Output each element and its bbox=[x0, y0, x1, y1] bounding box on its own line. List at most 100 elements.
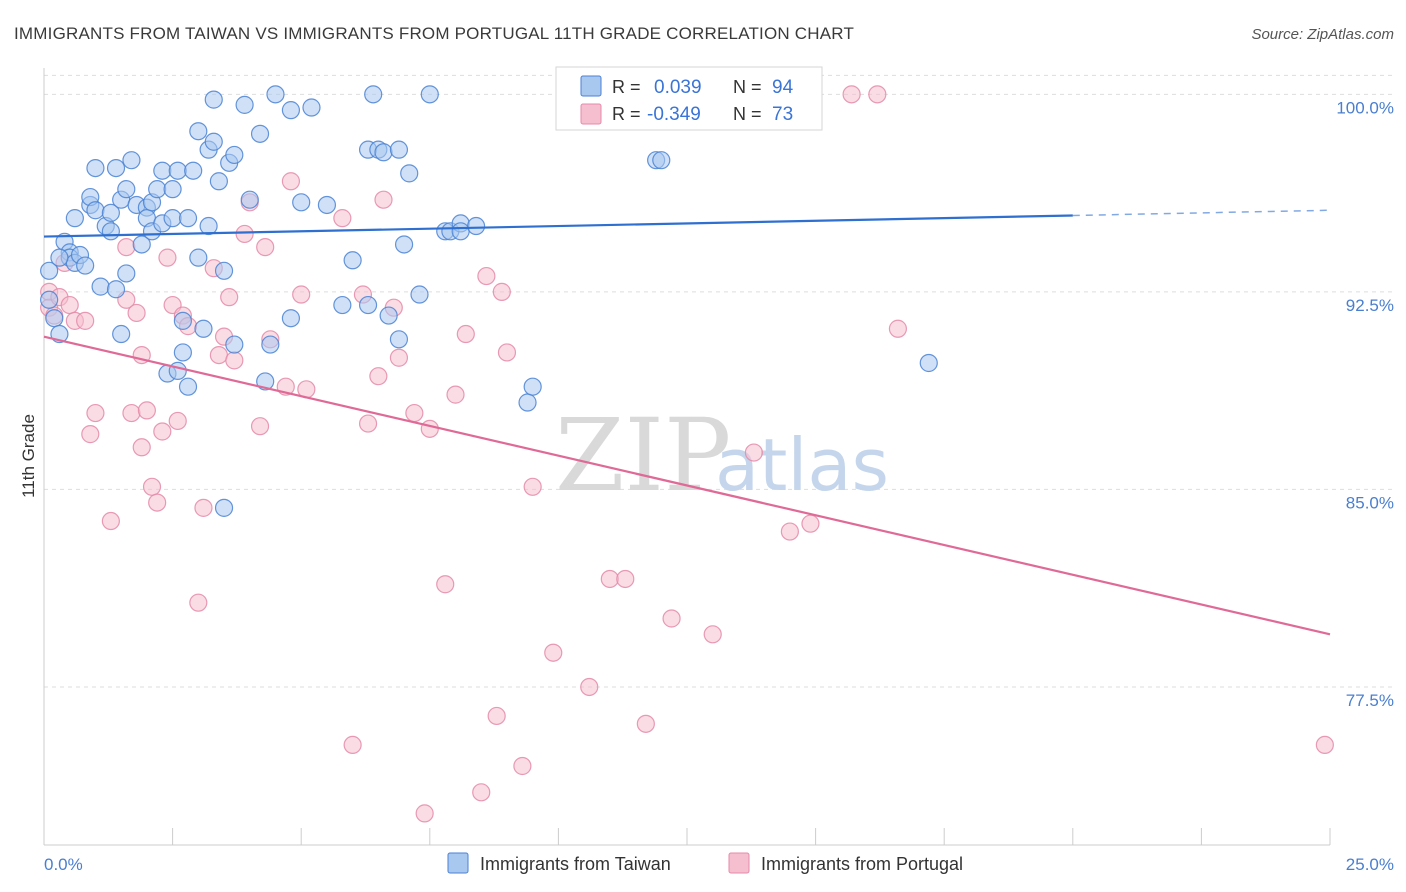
y-tick-label: 92.5% bbox=[1346, 296, 1394, 315]
taiwan-point bbox=[333, 295, 352, 315]
portugal-point bbox=[420, 419, 439, 438]
portugal-point bbox=[153, 422, 172, 441]
portugal-point bbox=[497, 343, 517, 362]
legend-r-value-taiwan: 0.039 bbox=[654, 77, 702, 98]
taiwan-point bbox=[261, 335, 280, 354]
top-legend: R = 0.039 N = 94 R = -0.349 N = 73 bbox=[555, 66, 823, 131]
y-tick-labels: 77.5% 85.0% 92.5% 100.0% bbox=[1336, 98, 1394, 710]
taiwan-point bbox=[173, 311, 192, 330]
taiwan-point bbox=[199, 216, 218, 236]
chart-title: IMMIGRANTS FROM TAIWAN VS IMMIGRANTS FRO… bbox=[14, 24, 854, 43]
taiwan-point bbox=[266, 85, 285, 104]
x-tick-label-max: 25.0% bbox=[1346, 855, 1394, 874]
taiwan-point bbox=[50, 248, 69, 267]
taiwan-point bbox=[45, 309, 64, 328]
taiwan-point bbox=[163, 209, 182, 228]
taiwan-trendline bbox=[43, 214, 1073, 238]
portugal-point bbox=[472, 783, 491, 802]
taiwan-point bbox=[451, 222, 470, 241]
bottom-legend-swatch-taiwan bbox=[447, 852, 469, 874]
taiwan-point bbox=[76, 256, 95, 275]
watermark: ZIP atlas bbox=[555, 397, 889, 514]
portugal-point bbox=[744, 443, 763, 462]
portugal-point bbox=[122, 403, 141, 423]
portugal-point bbox=[148, 493, 167, 512]
taiwan-point bbox=[214, 261, 234, 280]
taiwan-point bbox=[40, 290, 59, 309]
taiwan-point bbox=[132, 235, 151, 254]
taiwan-point bbox=[919, 353, 938, 373]
taiwan-point bbox=[379, 306, 398, 325]
taiwan-point bbox=[163, 180, 182, 199]
taiwan-point bbox=[101, 222, 120, 241]
legend-n-value-portugal: 73 bbox=[772, 104, 793, 125]
taiwan-point bbox=[189, 122, 208, 141]
y-tick-label: 100.0% bbox=[1336, 98, 1394, 117]
portugal-point bbox=[142, 477, 162, 496]
taiwan-point bbox=[256, 372, 275, 391]
portugal-point bbox=[1315, 735, 1334, 755]
legend-r-label-taiwan: R = bbox=[612, 77, 641, 97]
taiwan-point bbox=[178, 209, 198, 228]
portugal-point bbox=[374, 190, 393, 209]
chart-source: Source: ZipAtlas.com bbox=[1251, 26, 1394, 43]
watermark-zip: ZIP bbox=[555, 397, 731, 514]
taiwan-point bbox=[65, 209, 84, 228]
portugal-point bbox=[616, 569, 635, 589]
taiwan-point bbox=[302, 98, 321, 117]
y-tick-label: 77.5% bbox=[1346, 691, 1394, 710]
taiwan-point bbox=[122, 151, 141, 170]
portugal-point bbox=[888, 319, 908, 338]
taiwan-point bbox=[178, 377, 198, 396]
taiwan-point bbox=[281, 309, 301, 328]
portugal-point bbox=[544, 643, 563, 662]
taiwan-point bbox=[153, 161, 172, 180]
portugal-point bbox=[842, 85, 861, 104]
portugal-point bbox=[76, 311, 95, 330]
x-tick-label-min: 0.0% bbox=[44, 855, 83, 874]
taiwan-point bbox=[168, 161, 187, 180]
portugal-point bbox=[132, 438, 151, 457]
trendlines bbox=[43, 209, 1331, 636]
portugal-point bbox=[523, 477, 542, 496]
taiwan-point bbox=[281, 101, 301, 120]
taiwan-point bbox=[117, 264, 136, 283]
taiwan-point bbox=[189, 248, 208, 267]
bottom-legend-swatch-portugal bbox=[728, 852, 750, 874]
portugal-point bbox=[477, 266, 496, 286]
portugal-point bbox=[868, 85, 887, 104]
portugal-point bbox=[250, 417, 270, 436]
y-axis-label: 11th Grade bbox=[19, 414, 38, 498]
taiwan-point bbox=[250, 124, 270, 143]
bottom-legend-label-taiwan: Immigrants from Taiwan bbox=[480, 854, 671, 874]
portugal-point bbox=[703, 625, 722, 644]
portugal-point bbox=[780, 522, 799, 541]
taiwan-point bbox=[214, 498, 234, 517]
portugal-point bbox=[456, 324, 475, 344]
taiwan-point bbox=[240, 190, 259, 209]
taiwan-point bbox=[117, 180, 136, 199]
bottom-legend: Immigrants from Taiwan Immigrants from P… bbox=[447, 852, 963, 874]
taiwan-point bbox=[410, 285, 429, 304]
portugal-point bbox=[127, 303, 146, 323]
taiwan-point bbox=[204, 90, 223, 109]
y-tick-label: 85.0% bbox=[1346, 493, 1394, 512]
taiwan-point bbox=[389, 330, 409, 349]
taiwan-point bbox=[374, 143, 393, 162]
portugal-point bbox=[292, 285, 311, 304]
portugal-point bbox=[801, 514, 820, 533]
portugal-point bbox=[405, 403, 424, 423]
portugal-point bbox=[487, 706, 506, 726]
taiwan-point bbox=[106, 158, 126, 178]
legend-r-value-portugal: -0.349 bbox=[647, 104, 701, 125]
portugal-point bbox=[446, 385, 465, 404]
portugal-trendline bbox=[43, 335, 1331, 636]
portugal-point bbox=[101, 511, 120, 531]
portugal-point bbox=[60, 295, 79, 315]
legend-n-label-taiwan: N = bbox=[733, 77, 762, 97]
portugal-point bbox=[168, 411, 187, 431]
legend-n-label-portugal: N = bbox=[733, 104, 762, 124]
taiwan-point bbox=[40, 261, 59, 280]
portugal-point bbox=[225, 351, 244, 370]
